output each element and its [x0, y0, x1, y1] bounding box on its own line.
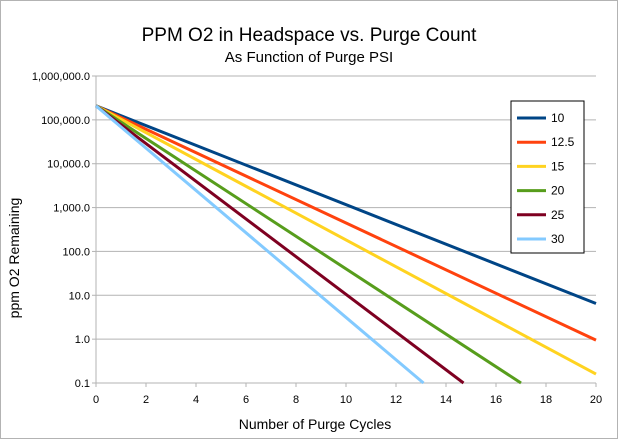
y-axis-label: ppm O2 Remaining [6, 198, 22, 319]
x-tick-label: 16 [490, 394, 502, 406]
x-tick-label: 10 [340, 394, 352, 406]
chart-subtitle: As Function of Purge PSI [225, 49, 393, 66]
series-line-12-5 [95, 104, 597, 342]
y-tick-label: 100,000.0 [41, 115, 90, 127]
x-tick-label: 12 [390, 394, 402, 406]
x-tick-label: 20 [590, 394, 602, 406]
legend-label: 12.5 [551, 135, 575, 149]
legend-label: 30 [551, 232, 565, 246]
y-tick-label: 100.0 [62, 246, 90, 258]
x-tick-label: 6 [243, 394, 249, 406]
x-tick-label: 14 [440, 394, 452, 406]
x-tick-label: 2 [143, 394, 149, 406]
series-line-15 [95, 104, 597, 376]
x-tick-label: 4 [193, 394, 199, 406]
series-line-25 [95, 104, 465, 385]
legend-label: 20 [551, 184, 565, 198]
plot-area: 0.1 1.0 10.0 100.0 1,000.0 10,000.0 100,000.0 1… [32, 71, 602, 406]
legend-label: 25 [551, 208, 565, 222]
legend-label: 10 [551, 111, 565, 125]
y-tick-label: 10,000.0 [47, 159, 90, 171]
y-tick-label: 1,000,000.0 [32, 71, 90, 83]
legend-label: 15 [551, 159, 565, 173]
x-tick-label: 0 [93, 394, 99, 406]
y-tick-label: 1.0 [75, 334, 90, 346]
legend-box [510, 100, 585, 254]
y-tick-label: 10.0 [69, 290, 90, 302]
series-line-20 [95, 104, 522, 385]
series-line-10 [95, 104, 597, 305]
y-tick-label: 1,000.0 [53, 203, 90, 215]
y-tick-label: 0.1 [75, 378, 90, 390]
x-tick-label: 18 [540, 394, 552, 406]
x-axis-label: Number of Purge Cycles [239, 416, 392, 432]
x-tick-label: 8 [293, 394, 299, 406]
series-line-30 [95, 104, 425, 385]
chart-title: PPM O2 in Headspace vs. Purge Count [142, 25, 478, 46]
